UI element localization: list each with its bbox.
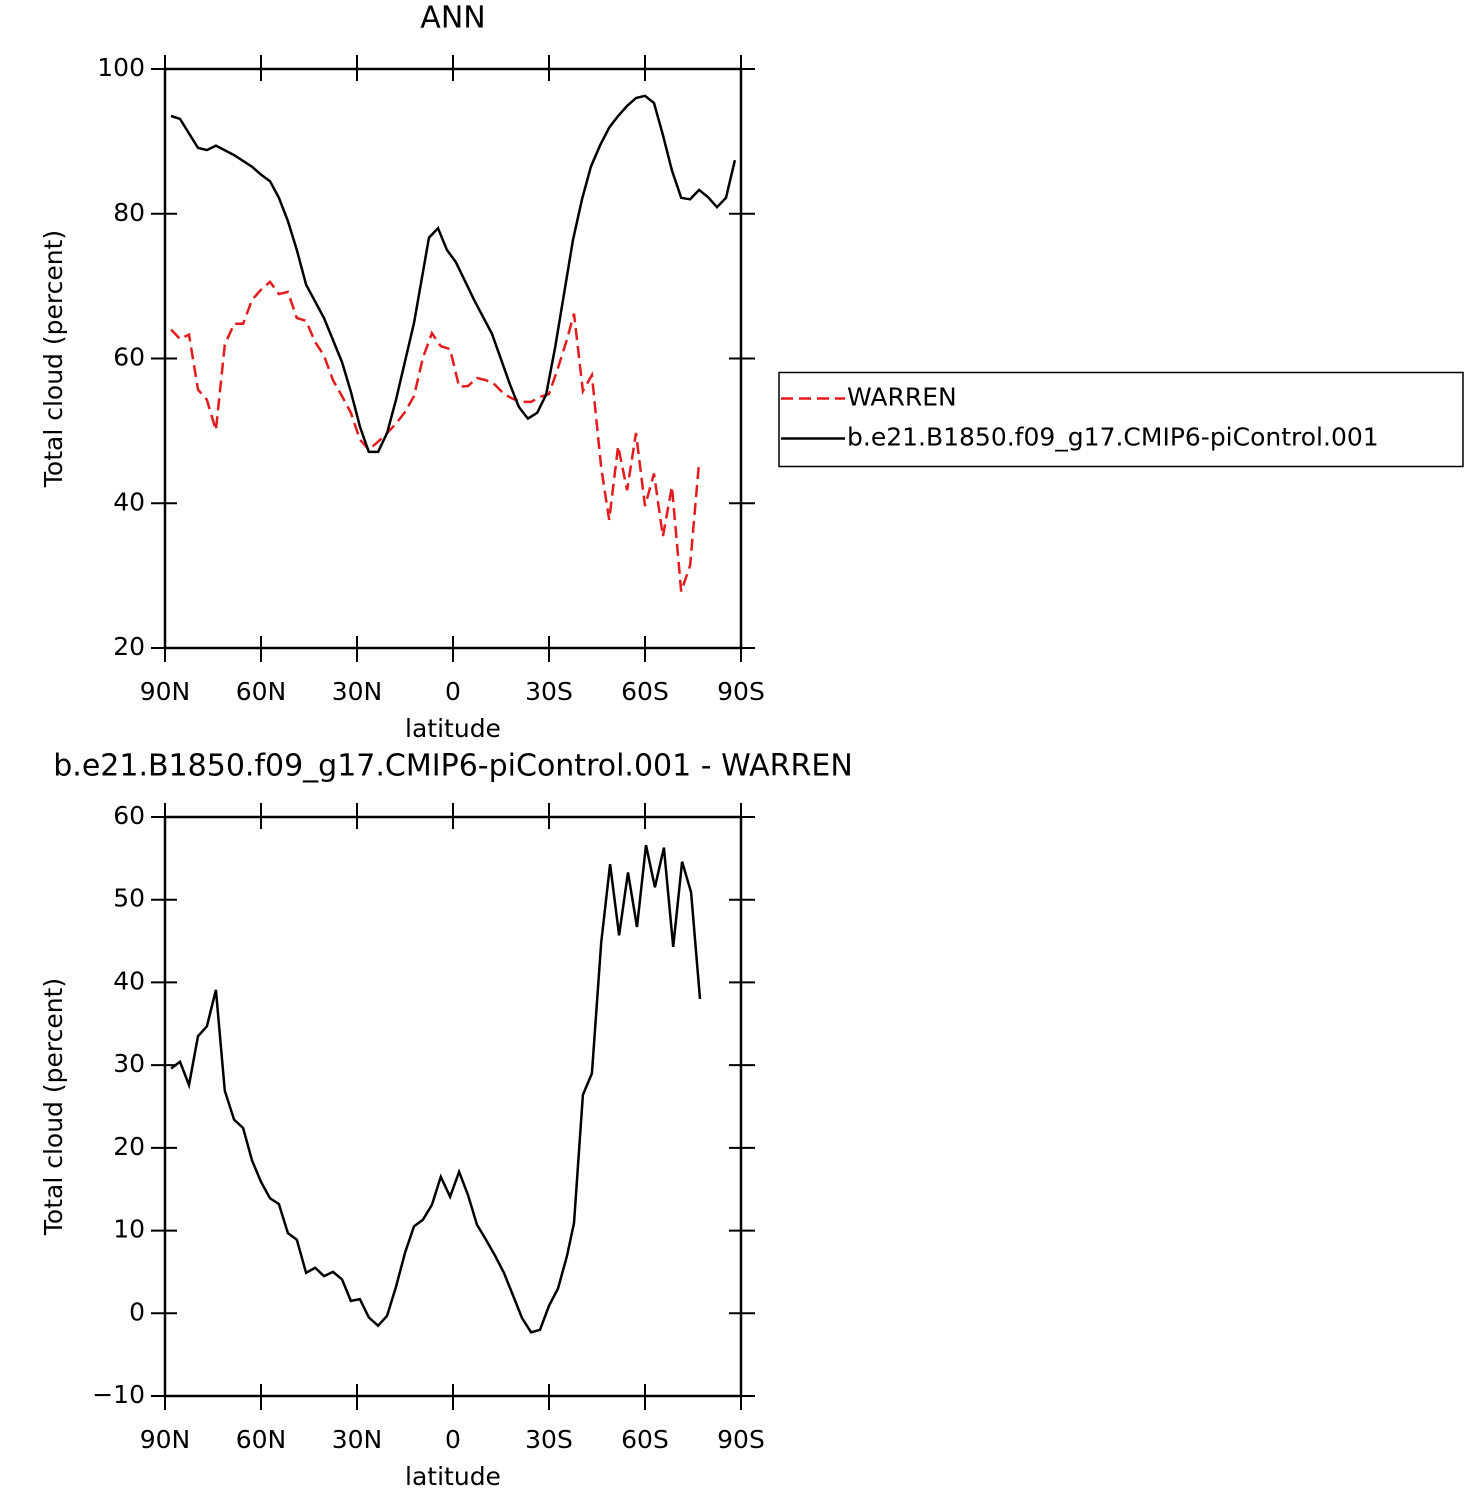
- x-tick-label: 30N: [332, 677, 383, 706]
- x-tick-label: 90N: [140, 677, 191, 706]
- x-tick-label: 0: [445, 677, 461, 706]
- data-line: [170, 94, 737, 454]
- y-tick-label: 80: [113, 198, 145, 227]
- x-tick-label: 60S: [621, 677, 669, 706]
- x-tick-label: 90S: [717, 677, 765, 706]
- plot-frame: [163, 67, 743, 650]
- x-tick-label: 90N: [140, 1425, 191, 1454]
- y-tick-label: −10: [92, 1380, 145, 1409]
- x-tick-label: 30S: [525, 677, 573, 706]
- y-axis-label: Total cloud (percent): [39, 978, 68, 1236]
- y-axis-label: Total cloud (percent): [39, 230, 68, 488]
- y-tick-label: 100: [97, 53, 145, 82]
- chart-title: b.e21.B1850.f09_g17.CMIP6-piControl.001 …: [53, 749, 853, 784]
- y-tick-label: 60: [113, 801, 145, 830]
- x-tick-label: 90S: [717, 1425, 765, 1454]
- data-line: [170, 279, 701, 592]
- y-tick-label: 30: [113, 1049, 145, 1078]
- legend-label: b.e21.B1850.f09_g17.CMIP6-piControl.001: [847, 423, 1379, 452]
- legend-label: WARREN: [847, 383, 957, 412]
- y-tick-label: 40: [113, 487, 145, 516]
- y-tick-label: 60: [113, 343, 145, 372]
- x-tick-label: 30N: [332, 1425, 383, 1454]
- y-tick-label: 50: [113, 884, 145, 913]
- x-tick-label: 60S: [621, 1425, 669, 1454]
- x-tick-label: 30S: [525, 1425, 573, 1454]
- y-tick-label: 0: [129, 1297, 145, 1326]
- x-tick-label: 60N: [236, 677, 287, 706]
- legend-box: [778, 371, 1464, 468]
- x-axis-label: latitude: [405, 1462, 501, 1491]
- x-axis-label: latitude: [405, 714, 501, 743]
- y-tick-label: 10: [113, 1215, 145, 1244]
- chart-title: ANN: [420, 1, 485, 36]
- data-line: [170, 844, 702, 1334]
- plot-frame: [163, 815, 743, 1398]
- y-tick-label: 20: [113, 632, 145, 661]
- y-tick-label: 40: [113, 966, 145, 995]
- x-tick-label: 0: [445, 1425, 461, 1454]
- x-tick-label: 60N: [236, 1425, 287, 1454]
- y-tick-label: 20: [113, 1132, 145, 1161]
